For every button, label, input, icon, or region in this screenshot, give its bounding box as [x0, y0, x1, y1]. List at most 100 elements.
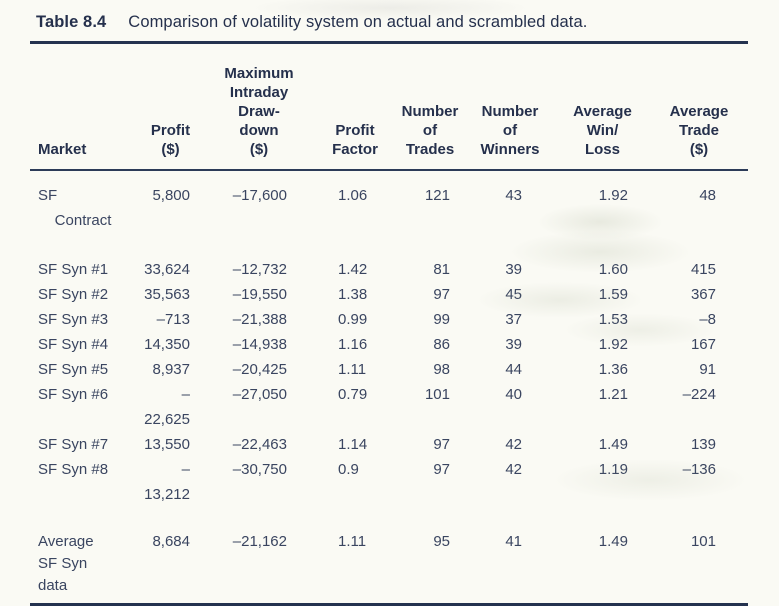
cell-market: SF Syn #6 [38, 386, 109, 403]
cell-market: SF Syn #3 [38, 311, 109, 328]
cell-drawdown: –14,938 [232, 336, 287, 353]
cell-profit: 5,800 [152, 187, 190, 204]
table-row: SF Syn #5 8,937 –20,425 1.11 98 44 1.36 91 [30, 357, 748, 382]
cell-avg_trade: –8 [699, 311, 716, 328]
table-caption: Table 8.4 Comparison of volatility system… [0, 0, 779, 32]
header-row: Market Profit ($) Maximum Intraday Draw- d… [30, 44, 748, 171]
cell-trades: 98 [433, 361, 450, 378]
cell-drawdown: –12,732 [232, 261, 287, 278]
table-caption-number: Table 8.4 [36, 13, 107, 31]
table-row: SF Syn #8 –13,212 –30,750 0.9 97 42 1.19 –136 [30, 457, 748, 531]
cell-market: Average SF Syn data [38, 533, 94, 594]
cell-market: SF Syn #8 [38, 461, 109, 478]
cell-winners: 42 [505, 436, 522, 453]
cell-trades: 101 [424, 386, 450, 403]
column-header-market: Market [30, 44, 138, 171]
cell-profit: 13,550 [144, 436, 190, 453]
table-row: SF Syn #3 –713 –21,388 0.99 99 37 1.53 –8 [30, 307, 748, 332]
column-header-profit_factor: Profit Factor [315, 44, 395, 171]
profit-factor-value: 1.06 [338, 187, 368, 204]
cell-winners: 37 [505, 311, 522, 328]
cell-avg_trade: 367 [690, 286, 716, 303]
profit-factor-value: 0.79 [338, 386, 368, 403]
cell-trades: 99 [433, 311, 450, 328]
cell-profit: –13,212 [144, 461, 190, 503]
cell-profit_factor: 0.79 [315, 382, 395, 432]
cell-profit_factor: 1.11 [315, 357, 395, 382]
column-header-win_loss: Average Win/ Loss [555, 44, 650, 171]
column-header-drawdown: Maximum Intraday Draw- down ($) [203, 44, 315, 171]
column-header-winners: Number of Winners [465, 44, 555, 171]
table-row: SF Contract 5,800 –17,600 1.06 121 43 1.92 48 [30, 170, 748, 257]
cell-profit: –713 [156, 311, 190, 328]
cell-winners: 45 [505, 286, 522, 303]
cell-profit_factor: 1.11 [315, 531, 395, 597]
profit-factor-value: 1.11 [338, 361, 367, 378]
cell-market: SF Syn #2 [38, 286, 109, 303]
profit-factor-value: 0.99 [338, 311, 368, 328]
table-head: Market Profit ($) Maximum Intraday Draw- d… [30, 44, 748, 171]
cell-profit_factor: 1.06 [315, 170, 395, 257]
cell-win_loss: 1.21 [598, 386, 628, 403]
cell-drawdown: –17,600 [232, 187, 287, 204]
cell-drawdown: –20,425 [232, 361, 287, 378]
table-body: SF Contract 5,800 –17,600 1.06 121 43 1.92 48 SF… [30, 170, 748, 597]
cell-avg_trade: 101 [690, 533, 716, 550]
cell-profit: 14,350 [144, 336, 190, 353]
table-row: SF Syn #1 33,624 –12,732 1.42 81 39 1.60 415 [30, 257, 748, 282]
table-row: SF Syn #7 13,550 –22,463 1.14 97 42 1.49 139 [30, 432, 748, 457]
cell-market: SF Syn #5 [38, 361, 109, 378]
cell-avg_trade: 91 [699, 361, 716, 378]
cell-profit: 8,684 [152, 533, 190, 550]
cell-win_loss: 1.92 [598, 336, 628, 353]
cell-avg_trade: 139 [690, 436, 716, 453]
cell-profit_factor: 1.14 [315, 432, 395, 457]
cell-market: SF Contract [38, 187, 112, 229]
cell-winners: 41 [505, 533, 522, 550]
cell-win_loss: 1.49 [598, 533, 628, 550]
cell-avg_trade: 167 [690, 336, 716, 353]
cell-trades: 95 [433, 533, 450, 550]
profit-factor-value: 1.14 [338, 436, 368, 453]
profit-factor-value: 1.16 [338, 336, 368, 353]
cell-winners: 39 [505, 336, 522, 353]
profit-factor-value: 1.38 [338, 286, 368, 303]
cell-winners: 39 [505, 261, 522, 278]
cell-profit_factor: 0.99 [315, 307, 395, 332]
column-header-trades: Number of Trades [395, 44, 465, 171]
cell-drawdown: –27,050 [232, 386, 287, 403]
cell-win_loss: 1.19 [598, 461, 628, 478]
cell-market: SF Syn #7 [38, 436, 109, 453]
cell-avg_trade: 415 [690, 261, 716, 278]
cell-trades: 97 [433, 461, 450, 478]
cell-winners: 40 [505, 386, 522, 403]
table-row: SF Syn #2 35,563 –19,550 1.38 97 45 1.59 367 [30, 282, 748, 307]
column-header-avg_trade: Average Trade ($) [650, 44, 748, 171]
cell-win_loss: 1.49 [598, 436, 628, 453]
profit-factor-value: 0.9 [338, 461, 359, 478]
volatility-comparison-table: Market Profit ($) Maximum Intraday Draw- d… [30, 44, 748, 597]
cell-avg_trade: –224 [682, 386, 716, 403]
profit-factor-value: 1.11 [338, 533, 367, 550]
cell-market: SF Syn #4 [38, 336, 109, 353]
cell-profit: –22,625 [144, 386, 190, 428]
cell-trades: 86 [433, 336, 450, 353]
cell-win_loss: 1.59 [598, 286, 628, 303]
cell-market: SF Syn #1 [38, 261, 109, 278]
cell-trades: 121 [424, 187, 450, 204]
cell-profit: 33,624 [144, 261, 190, 278]
table-row: SF Syn #6 –22,625 –27,050 0.79 101 40 1.21 –224 [30, 382, 748, 432]
cell-trades: 81 [433, 261, 450, 278]
cell-winners: 44 [505, 361, 522, 378]
cell-winners: 42 [505, 461, 522, 478]
cell-trades: 97 [433, 286, 450, 303]
column-header-profit: Profit ($) [138, 44, 203, 171]
table-row: Average SF Syn data 8,684 –21,162 1.11 95 41 1… [30, 531, 748, 597]
cell-drawdown: –22,463 [232, 436, 287, 453]
table-row: SF Syn #4 14,350 –14,938 1.16 86 39 1.92 167 [30, 332, 748, 357]
cell-drawdown: –21,388 [232, 311, 287, 328]
cell-drawdown: –30,750 [232, 461, 287, 478]
cell-drawdown: –19,550 [232, 286, 287, 303]
cell-win_loss: 1.53 [598, 311, 628, 328]
